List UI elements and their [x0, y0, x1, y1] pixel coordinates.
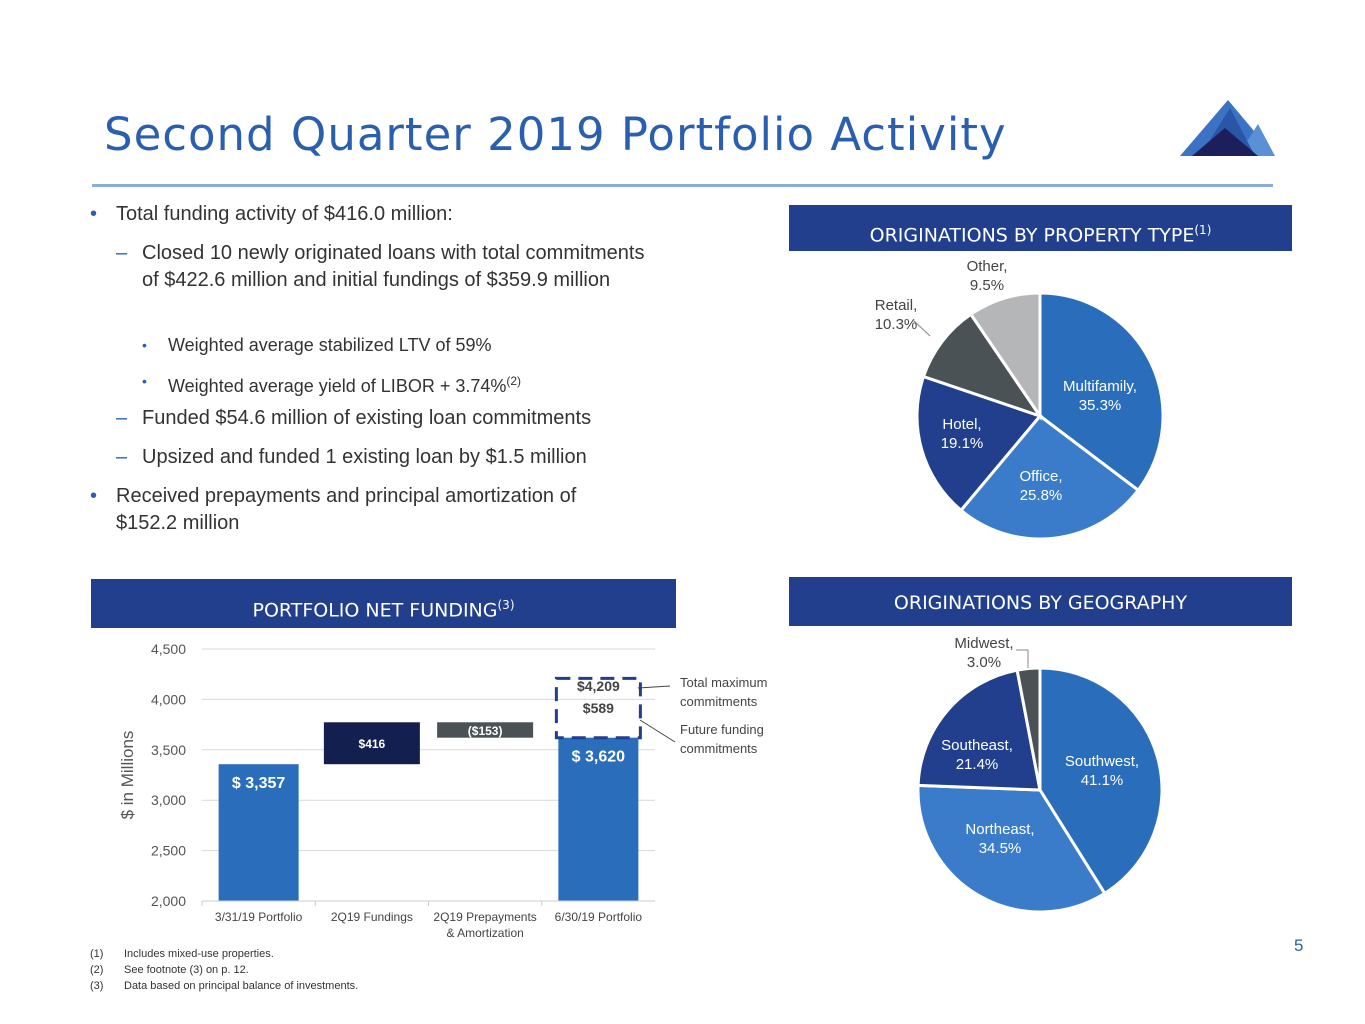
bar — [437, 722, 534, 738]
bar — [323, 722, 420, 765]
x-tick-label: 3/31/19 Portfolio — [215, 910, 303, 924]
slice-label: Southwest, — [1065, 753, 1139, 770]
pie-slice — [968, 291, 1042, 421]
footnote-ref: (2) — [506, 374, 522, 388]
slice-label: Hotel, — [942, 416, 981, 433]
slice-value: 9.5% — [970, 277, 1004, 294]
x-tick-label: 2Q19 Prepayments — [433, 910, 536, 924]
bullet-item: – Upsized and funded 1 existing loan by $… — [116, 446, 587, 468]
bullet-text: Received prepayments and principal amort… — [116, 485, 577, 534]
footnotes: (1) Includes mixed-use properties. (2) See… — [90, 948, 359, 992]
y-tick-label: 3,000 — [151, 792, 186, 808]
title-divider — [92, 184, 1273, 187]
bar-value-label: $416 — [359, 737, 386, 751]
y-tick-label: 2,500 — [151, 843, 186, 859]
chart-header-property-type: ORIGINATIONS BY PROPERTY TYPE(1) — [789, 205, 1292, 251]
company-logo — [1180, 100, 1275, 156]
bullet-item: • Weighted average yield of LIBOR + 3.74%… — [142, 373, 522, 396]
chart-header-geography: ORIGINATIONS BY GEOGRAPHY — [789, 577, 1292, 626]
chart-header-net-funding: PORTFOLIO NET FUNDING(3) — [91, 579, 676, 628]
slice-label: Other, — [967, 258, 1008, 275]
slice-value: 21.4% — [956, 756, 999, 773]
bullet-text: Funded $54.6 million of existing loan co… — [142, 407, 592, 429]
slice-value: 35.3% — [1079, 397, 1122, 414]
slice-value: 19.1% — [941, 435, 984, 452]
pie-slice — [1015, 666, 1042, 791]
y-tick-label: 4,000 — [151, 691, 186, 707]
leader-line — [912, 319, 931, 337]
future-funding-label: $589 — [583, 700, 614, 716]
pie-slice — [921, 312, 1044, 419]
x-tick-label: 2Q19 Fundings — [331, 910, 413, 924]
y-tick-label: 4,500 — [151, 641, 186, 657]
pie-slice — [915, 374, 1043, 513]
leader-line — [637, 685, 671, 689]
annotation-text: Future funding — [680, 722, 764, 737]
slice-label: Office, — [1019, 468, 1062, 485]
bar — [558, 737, 639, 901]
slice-value: 34.5% — [979, 840, 1022, 857]
slice-value: 41.1% — [1081, 772, 1124, 789]
bullet-item: – Closed 10 newly originated loans with t… — [116, 240, 656, 294]
x-tick-label: 6/30/19 Portfolio — [555, 910, 643, 924]
y-axis-label: $ in Millions — [118, 731, 137, 820]
slice-label: Southeast, — [941, 737, 1013, 754]
annotation-text: Total maximum — [680, 675, 767, 690]
slice-label: Northeast, — [965, 821, 1034, 838]
bullet-item: • Total funding activity of $416.0 millio… — [90, 203, 453, 225]
bar — [218, 764, 299, 901]
pie-slice — [1038, 666, 1164, 896]
y-tick-label: 3,500 — [151, 742, 186, 758]
bullet-item: • Received prepayments and principal amor… — [90, 483, 630, 537]
pie-slice — [916, 783, 1107, 914]
pie-slice — [1038, 291, 1165, 493]
bullet-text: Weighted average stabilized LTV of 59% — [168, 335, 492, 355]
bar-value-label: ($153) — [468, 724, 503, 738]
leader-line — [639, 719, 676, 743]
bullet-text: Total funding activity of $416.0 million… — [116, 203, 453, 225]
pie-slice — [958, 413, 1141, 541]
y-tick-label: 2,000 — [151, 893, 186, 909]
annotation-text: commitments — [680, 741, 758, 756]
slice-label: Multifamily, — [1063, 378, 1137, 395]
annotation-text: commitments — [680, 694, 758, 709]
slice-value: 10.3% — [875, 316, 918, 333]
bar-value-label: $ 3,357 — [232, 775, 285, 792]
bullet-text: Weighted average yield of LIBOR + 3.74% — [168, 376, 507, 396]
bullet-text: Closed 10 newly originated loans with to… — [142, 242, 645, 291]
future-funding-box — [554, 676, 642, 740]
bullet-item: – Funded $54.6 million of existing loan c… — [116, 407, 592, 429]
page-title: Second Quarter 2019 Portfolio Activity — [104, 108, 1007, 161]
slice-value: 25.8% — [1020, 487, 1063, 504]
slice-label: Retail, — [875, 297, 918, 314]
slice-label: Midwest, — [954, 635, 1013, 652]
slice-value: 3.0% — [967, 654, 1001, 671]
bar-value-label: $ 3,620 — [572, 749, 625, 766]
total-commitments-label: $4,209 — [577, 678, 620, 694]
page-number: 5 — [1294, 936, 1304, 955]
bullet-item: • Weighted average stabilized LTV of 59% — [142, 335, 492, 355]
pie-slice — [916, 668, 1042, 792]
bullet-text: Upsized and funded 1 existing loan by $1… — [142, 446, 587, 468]
leader-line — [1016, 649, 1029, 668]
x-tick-label: & Amortization — [446, 926, 523, 940]
